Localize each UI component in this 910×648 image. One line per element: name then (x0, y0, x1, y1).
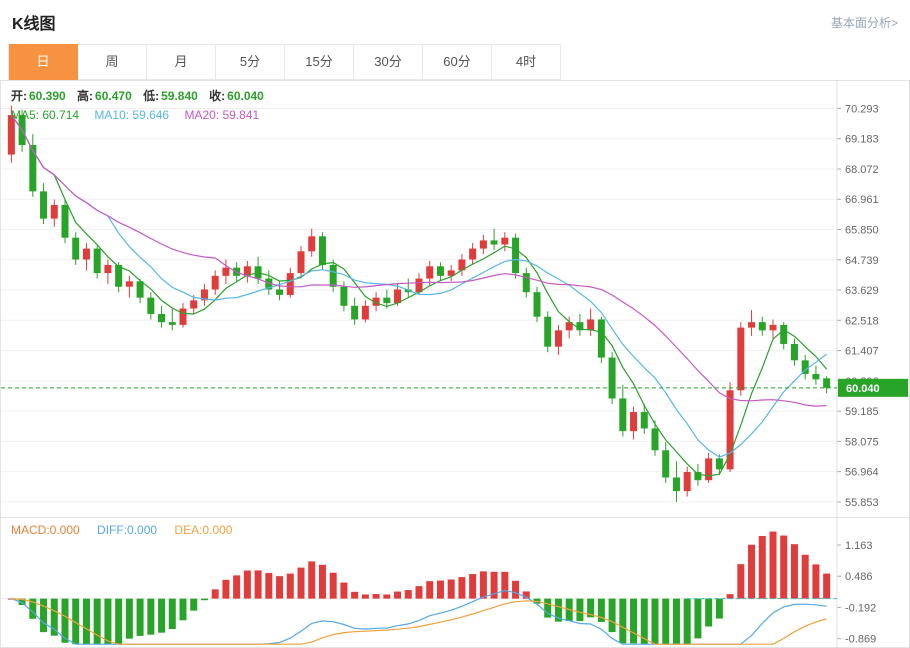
tab-monthly[interactable]: 月 (147, 44, 216, 80)
open-label: 开: (11, 89, 27, 103)
main-chart-canvas[interactable]: 70.293 69.183 68.072 66.961 65.850 64.739 63.6… (1, 81, 909, 517)
svg-text:68.072: 68.072 (845, 164, 879, 176)
tab-daily[interactable]: 日 (9, 44, 78, 80)
svg-text:60.040: 60.040 (846, 383, 880, 395)
svg-text:66.961: 66.961 (845, 194, 879, 206)
svg-text:61.407: 61.407 (845, 346, 879, 358)
low-value: 59.840 (161, 89, 198, 103)
tab-5min[interactable]: 5分 (216, 44, 285, 80)
macd-value: MACD:0.000 (11, 523, 80, 537)
ohlc-summary: 开: 60.390 高: 60.470 低: 59.840 收: 60.040 (11, 87, 264, 104)
tab-15min[interactable]: 15分 (285, 44, 354, 80)
svg-text:69.183: 69.183 (845, 134, 879, 146)
high-value: 60.470 (95, 89, 132, 103)
tab-60min[interactable]: 60分 (423, 44, 492, 80)
ma5-value: MA5: 60.714 (11, 108, 80, 122)
close-label: 收: (209, 89, 226, 103)
chart-panel: 开: 60.390 高: 60.470 低: 59.840 收: 60.040 MA5:… (0, 80, 910, 648)
open-value: 60.390 (29, 89, 66, 103)
svg-text:1.163: 1.163 (845, 540, 873, 552)
svg-text:62.518: 62.518 (845, 315, 879, 327)
svg-text:64.739: 64.739 (845, 255, 879, 267)
tab-weekly[interactable]: 周 (78, 44, 147, 80)
ma20-value: MA20: 59.841 (184, 108, 260, 122)
page-title: K线图 (12, 16, 56, 33)
fundamental-analysis-link[interactable]: 基本面分析> (830, 15, 898, 30)
svg-text:59.185: 59.185 (845, 406, 879, 418)
ma-summary: MA5: 60.714 MA10: 59.646 MA20: 59.841 (11, 108, 271, 122)
tab-30min[interactable]: 30分 (354, 44, 423, 80)
svg-text:70.293: 70.293 (845, 103, 879, 115)
macd-canvas[interactable]: 1.163 0.486 -0.192 -0.869 (1, 518, 909, 647)
macd-panel: 1.163 0.486 -0.192 -0.869 (1, 517, 909, 647)
svg-text:-0.869: -0.869 (845, 634, 876, 646)
svg-text:0.486: 0.486 (845, 571, 873, 583)
svg-text:56.964: 56.964 (845, 467, 879, 479)
svg-text:-0.192: -0.192 (845, 602, 876, 614)
diff-value: DIFF:0.000 (97, 523, 158, 537)
svg-text:65.850: 65.850 (845, 225, 879, 237)
timeframe-tab-bar: 日 周 月 5分 15分 30分 60分 4时 (8, 44, 561, 80)
svg-text:55.853: 55.853 (845, 497, 879, 509)
close-value: 60.040 (227, 89, 264, 103)
dea-value: DEA:0.000 (174, 523, 233, 537)
tab-4hour[interactable]: 4时 (492, 44, 561, 80)
macd-summary: MACD:0.000 DIFF:0.000 DEA:0.000 (11, 523, 246, 537)
high-label: 高: (77, 89, 94, 103)
header: K线图 基本面分析> (0, 0, 910, 44)
svg-text:58.075: 58.075 (845, 436, 879, 448)
svg-text:63.629: 63.629 (845, 285, 879, 297)
ma10-value: MA10: 59.646 (94, 108, 170, 122)
low-label: 低: (143, 89, 160, 103)
